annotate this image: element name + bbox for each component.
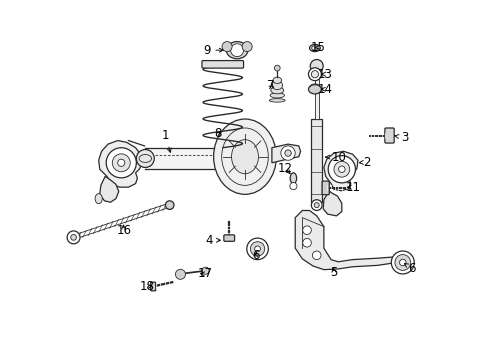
- Ellipse shape: [273, 77, 282, 84]
- FancyBboxPatch shape: [311, 119, 322, 202]
- Text: 14: 14: [318, 83, 333, 96]
- Circle shape: [313, 251, 321, 260]
- Text: 13: 13: [318, 68, 332, 81]
- Circle shape: [399, 259, 406, 266]
- Circle shape: [303, 226, 311, 234]
- Circle shape: [303, 238, 311, 247]
- Circle shape: [242, 41, 252, 51]
- Circle shape: [166, 201, 174, 210]
- Circle shape: [311, 71, 318, 78]
- Circle shape: [274, 65, 280, 71]
- Polygon shape: [98, 140, 143, 187]
- Text: 9: 9: [203, 44, 223, 57]
- Polygon shape: [295, 211, 403, 270]
- Text: 5: 5: [330, 266, 338, 279]
- Text: 18: 18: [140, 280, 155, 293]
- Circle shape: [106, 148, 136, 178]
- Text: 7: 7: [268, 79, 275, 92]
- Text: 16: 16: [116, 224, 131, 237]
- Circle shape: [247, 238, 269, 260]
- Ellipse shape: [232, 140, 258, 174]
- Text: 17: 17: [198, 267, 213, 280]
- Ellipse shape: [290, 173, 296, 184]
- Circle shape: [136, 149, 154, 167]
- Text: 2: 2: [359, 156, 370, 168]
- Text: 1: 1: [162, 129, 171, 152]
- Ellipse shape: [214, 119, 276, 194]
- Circle shape: [67, 231, 80, 244]
- Circle shape: [309, 68, 321, 81]
- FancyBboxPatch shape: [385, 128, 394, 143]
- Circle shape: [231, 44, 244, 57]
- Circle shape: [285, 150, 291, 156]
- Polygon shape: [323, 191, 342, 216]
- Circle shape: [392, 251, 414, 274]
- Ellipse shape: [95, 194, 102, 204]
- Polygon shape: [100, 176, 119, 202]
- Ellipse shape: [226, 41, 248, 59]
- Circle shape: [112, 154, 130, 172]
- Circle shape: [118, 159, 125, 166]
- Circle shape: [255, 246, 260, 252]
- Circle shape: [311, 200, 322, 211]
- Circle shape: [339, 166, 345, 172]
- Circle shape: [281, 146, 295, 160]
- Circle shape: [71, 234, 76, 240]
- Ellipse shape: [309, 85, 321, 94]
- FancyBboxPatch shape: [322, 181, 329, 195]
- Circle shape: [334, 161, 350, 177]
- FancyBboxPatch shape: [315, 69, 318, 119]
- FancyBboxPatch shape: [151, 282, 156, 291]
- FancyBboxPatch shape: [202, 60, 244, 68]
- Circle shape: [310, 59, 323, 72]
- Circle shape: [202, 267, 209, 274]
- Ellipse shape: [272, 81, 283, 90]
- Ellipse shape: [270, 93, 285, 98]
- Text: 10: 10: [326, 150, 347, 163]
- Ellipse shape: [271, 87, 284, 94]
- Ellipse shape: [270, 99, 285, 102]
- Polygon shape: [272, 144, 300, 163]
- Circle shape: [290, 183, 297, 190]
- Circle shape: [328, 156, 355, 183]
- Text: 6: 6: [404, 262, 416, 275]
- Text: 12: 12: [278, 162, 293, 175]
- Circle shape: [395, 255, 411, 270]
- Circle shape: [250, 242, 265, 256]
- Text: 6: 6: [252, 249, 260, 262]
- Text: 3: 3: [395, 131, 408, 144]
- Text: 8: 8: [215, 127, 222, 140]
- Ellipse shape: [312, 46, 318, 50]
- Polygon shape: [324, 151, 358, 191]
- Circle shape: [314, 203, 319, 208]
- Ellipse shape: [310, 44, 320, 51]
- Circle shape: [175, 269, 186, 279]
- Text: 15: 15: [310, 41, 325, 54]
- Circle shape: [222, 41, 232, 51]
- Text: 4: 4: [205, 234, 221, 247]
- Text: 11: 11: [346, 181, 361, 194]
- FancyBboxPatch shape: [224, 235, 235, 241]
